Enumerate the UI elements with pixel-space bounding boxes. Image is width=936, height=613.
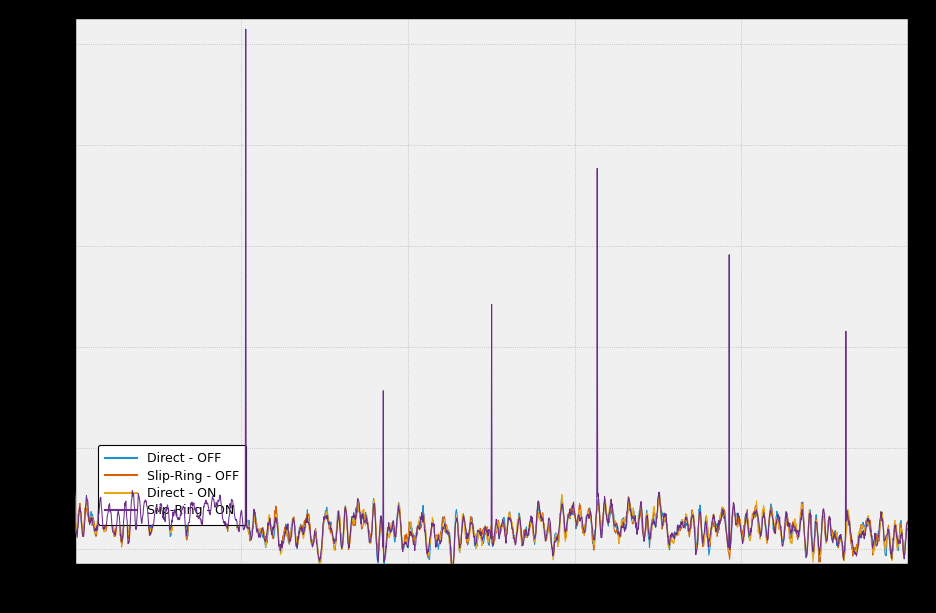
Slip-Ring - OFF (381, 531, 392, 538)
Direct - OFF (117, 537, 128, 544)
Line: Slip-Ring - ON: Slip-Ring - ON (75, 29, 908, 576)
Slip-Ring - OFF (117, 535, 128, 542)
Direct - ON (639, 534, 651, 541)
Direct - OFF (381, 530, 392, 537)
Slip-Ring - ON (117, 533, 128, 540)
Direct - OFF (410, 531, 421, 539)
Slip-Ring - ON (247, 517, 258, 524)
Slip-Ring - OFF (410, 534, 421, 541)
Direct - ON (410, 534, 421, 541)
Direct - OFF (247, 525, 258, 532)
Line: Slip-Ring - OFF: Slip-Ring - OFF (75, 490, 908, 573)
Slip-Ring - OFF (414, 526, 425, 533)
Line: Direct - OFF: Direct - OFF (75, 486, 908, 571)
Slip-Ring - ON (69, 489, 80, 496)
Direct - ON (247, 519, 258, 526)
Direct - ON (902, 522, 914, 529)
Slip-Ring - OFF (247, 524, 258, 531)
Direct - ON (117, 536, 128, 544)
Slip-Ring - OFF (126, 487, 138, 494)
Direct - OFF (639, 533, 651, 540)
Direct - ON (69, 493, 80, 500)
Direct - ON (126, 484, 138, 491)
Slip-Ring - ON (414, 526, 425, 533)
Slip-Ring - ON (639, 536, 651, 544)
Slip-Ring - ON (381, 532, 392, 539)
Slip-Ring - ON (241, 26, 252, 33)
Direct - ON (446, 568, 458, 575)
Legend: Direct - OFF, Slip-Ring - OFF, Direct - ON, Slip-Ring - ON: Direct - OFF, Slip-Ring - OFF, Direct - … (97, 445, 246, 525)
Slip-Ring - OFF (639, 533, 651, 540)
Slip-Ring - ON (410, 541, 421, 549)
Direct - OFF (902, 527, 914, 534)
Slip-Ring - OFF (447, 569, 459, 576)
Slip-Ring - OFF (902, 520, 914, 528)
Slip-Ring - OFF (69, 513, 80, 520)
Direct - ON (414, 512, 425, 520)
Slip-Ring - ON (447, 572, 459, 579)
Direct - OFF (446, 568, 458, 575)
Slip-Ring - ON (902, 519, 914, 527)
Direct - OFF (414, 521, 425, 528)
Line: Direct - ON: Direct - ON (75, 487, 908, 571)
Direct - ON (381, 534, 392, 541)
Direct - OFF (126, 482, 138, 490)
Direct - OFF (69, 516, 80, 523)
